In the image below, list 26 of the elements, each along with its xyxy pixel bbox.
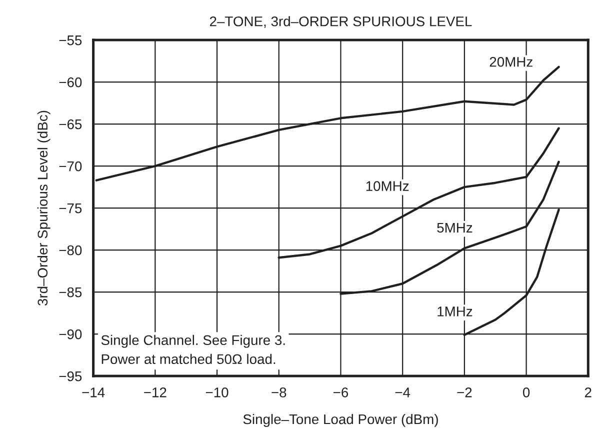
x-tick-label: −4 bbox=[395, 388, 410, 398]
x-tick-label: −12 bbox=[144, 388, 166, 398]
y-tick-label: −70 bbox=[59, 161, 82, 172]
annotation: Single Channel. See Figure 3. Power at matched 50Ω load. bbox=[101, 334, 285, 364]
x-tick-label: 2 bbox=[584, 388, 592, 398]
x-tick-label: −6 bbox=[334, 388, 348, 398]
series-label: 20MHz bbox=[490, 56, 532, 67]
x-axis-title: Single–Tone Load Power (dBm) bbox=[243, 414, 438, 427]
y-tick-label: −90 bbox=[59, 329, 82, 340]
y-tick-label: −60 bbox=[59, 77, 82, 88]
y-tick-label: −75 bbox=[59, 204, 82, 214]
x-tick-label: −8 bbox=[272, 388, 286, 398]
series-label: 5MHz bbox=[437, 222, 472, 233]
x-tick-label: −10 bbox=[206, 388, 228, 398]
y-tick-label: −55 bbox=[59, 36, 82, 46]
y-axis-title: 3rd–Order Spurious Level (dBc) bbox=[37, 110, 50, 306]
y-tick-label: −80 bbox=[59, 245, 82, 256]
y-tick-label: −85 bbox=[59, 287, 82, 298]
x-tick-label: −14 bbox=[82, 388, 105, 398]
series-label: 1MHz bbox=[438, 306, 472, 316]
x-tick-label: −2 bbox=[457, 388, 472, 398]
chart-title: 2–TONE, 3rd–ORDER SPURIOUS LEVEL bbox=[210, 16, 472, 28]
y-tick-label: −65 bbox=[59, 119, 82, 130]
series-label: 10MHz bbox=[366, 181, 409, 191]
x-tick-label: 0 bbox=[522, 388, 530, 398]
y-tick-label: −95 bbox=[59, 371, 82, 382]
